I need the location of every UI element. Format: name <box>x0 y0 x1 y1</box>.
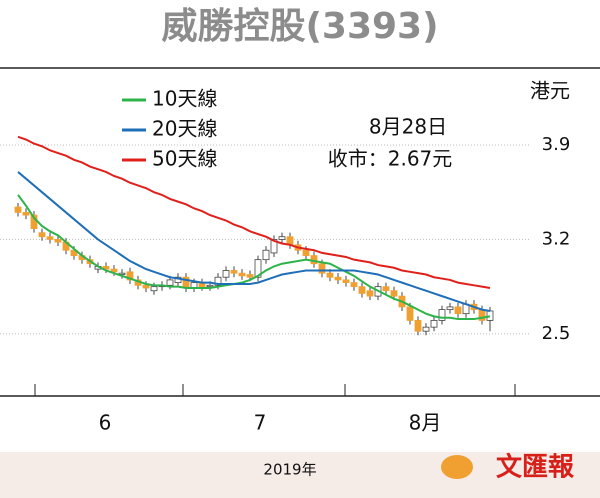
ma-line <box>17 135 491 290</box>
y-unit: 港元 <box>530 79 570 103</box>
candle-body <box>102 266 110 270</box>
footer-band <box>0 452 600 498</box>
month-label: 6 <box>99 411 112 435</box>
annotation: 8月28日 <box>369 115 447 139</box>
candle-body <box>110 268 118 273</box>
candle-body <box>230 270 238 274</box>
candle-body <box>334 276 342 281</box>
candle-body <box>166 279 174 286</box>
candle-body <box>70 249 78 257</box>
candle-body <box>222 270 230 278</box>
legend-label: 20天線 <box>152 117 217 141</box>
annotation: 收市：2.67元 <box>328 147 453 171</box>
candle-body <box>326 272 334 278</box>
candle-body <box>358 286 366 294</box>
candle-body <box>262 249 270 261</box>
candle-body <box>126 271 134 281</box>
candle-body <box>54 239 62 243</box>
candle-body <box>254 259 262 278</box>
candle-body <box>366 290 374 297</box>
candle-body <box>142 284 150 289</box>
legend-label: 50天線 <box>152 147 217 171</box>
candle-body <box>14 206 22 213</box>
candle-body <box>22 212 30 216</box>
chart-title: 威勝控股(3393) <box>161 6 438 47</box>
y-tick-label: 3.2 <box>542 228 571 249</box>
candle-body <box>150 286 158 292</box>
y-tick-label: 3.9 <box>542 134 571 155</box>
candle-body <box>246 274 254 278</box>
candle-body <box>38 232 46 238</box>
candle-body <box>46 236 54 240</box>
y-tick-label: 2.5 <box>542 323 571 344</box>
month-label: 7 <box>254 411 267 435</box>
logo-icon <box>441 455 473 479</box>
candle-body <box>270 239 278 254</box>
candle-body <box>350 282 358 288</box>
candle-body <box>278 236 286 240</box>
candle-body <box>414 320 422 332</box>
month-label: 8月 <box>409 411 442 435</box>
ma-line <box>17 171 491 312</box>
candle-body <box>390 290 398 297</box>
candle-body <box>206 284 214 288</box>
candle-body <box>438 309 446 321</box>
candle-body <box>238 272 246 277</box>
candle-body <box>430 320 438 328</box>
candle-body <box>422 326 430 332</box>
candle-body <box>302 249 310 257</box>
candle-body <box>318 263 326 274</box>
candle-body <box>454 306 462 315</box>
candle-body <box>382 286 390 292</box>
candle-body <box>406 306 414 321</box>
ma-line <box>17 194 491 321</box>
candle-body <box>486 310 494 321</box>
year-label: 2019年 <box>263 461 316 479</box>
candle-body <box>446 306 454 311</box>
candle-body <box>214 276 222 286</box>
candle-body <box>342 279 350 284</box>
logo-text: 文匯報 <box>496 452 575 483</box>
legend-label: 10天線 <box>152 87 217 111</box>
